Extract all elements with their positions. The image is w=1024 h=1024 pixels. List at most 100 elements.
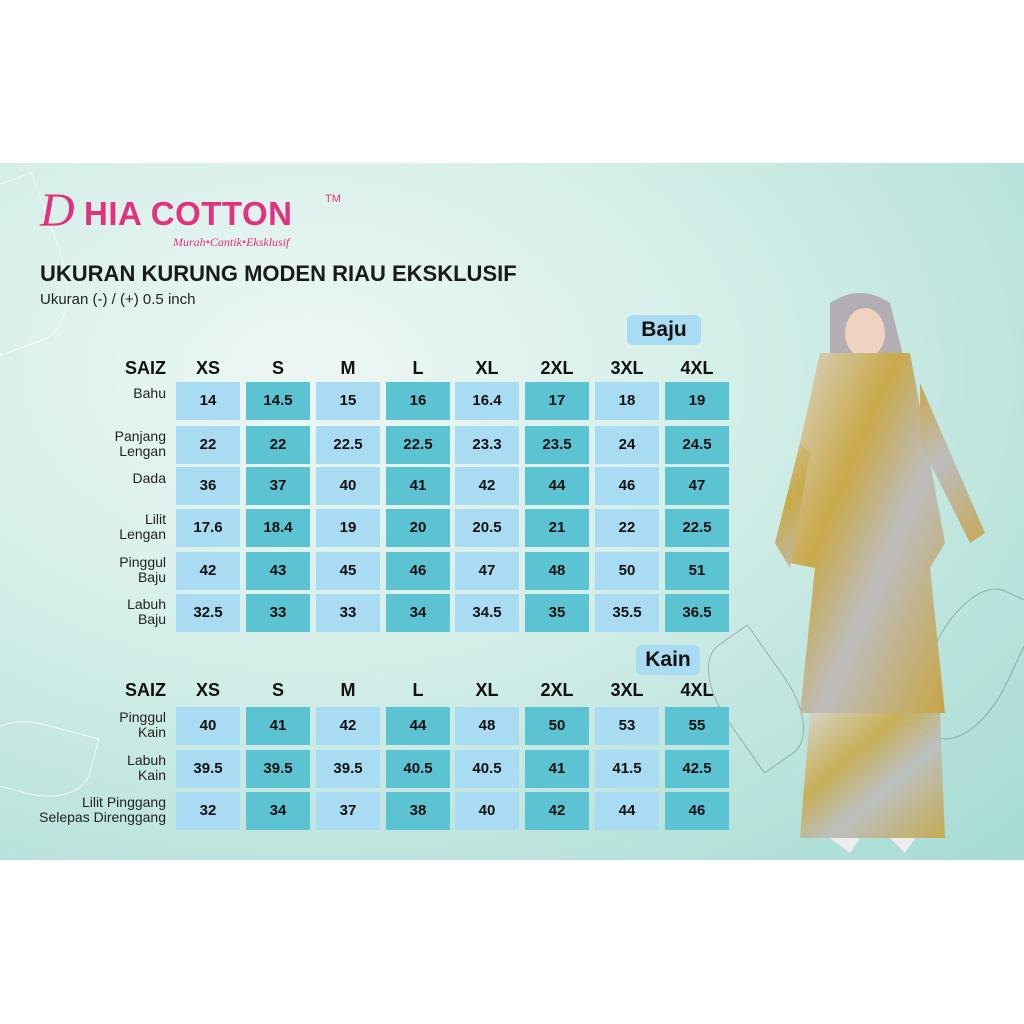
row-label-line: Kain <box>137 767 166 783</box>
row-label: Lilit Lengan <box>119 512 166 542</box>
table-cell: 47 <box>665 467 729 505</box>
table-cell: 14 <box>176 382 240 420</box>
table-cell: 39.5 <box>176 750 240 788</box>
table-cell: 17.6 <box>176 509 240 547</box>
table-cell: 20.5 <box>455 509 519 547</box>
size-header-xl: XL <box>475 680 499 700</box>
row-label: Pinggul Kain <box>119 710 166 740</box>
row-label-line: Baju <box>137 569 166 585</box>
table-cell: 50 <box>525 707 589 745</box>
table-cell: 45 <box>316 552 380 590</box>
row-label: Pinggul Baju <box>119 555 166 585</box>
table-cell: 22 <box>246 426 310 464</box>
table-cell: 42.5 <box>665 750 729 788</box>
table-cell: 18.4 <box>246 509 310 547</box>
table-cell: 40.5 <box>386 750 450 788</box>
page-subtitle: Ukuran (-) / (+) 0.5 inch <box>40 291 196 308</box>
table-cell: 14.5 <box>246 382 310 420</box>
size-chart-banner: D HIA COTTON TM Murah•Cantik•Eksklusif U… <box>0 163 1024 860</box>
table-cell: 35.5 <box>595 594 659 632</box>
table-cell: 40 <box>176 707 240 745</box>
shoes <box>830 838 915 853</box>
sleeves <box>775 383 985 568</box>
row-label: Lilit Pinggang Selepas Direnggang <box>39 795 166 825</box>
table-cell: 37 <box>316 792 380 830</box>
size-header-m: M <box>340 358 356 378</box>
table-cell: 22.5 <box>386 426 450 464</box>
table-cell: 19 <box>665 382 729 420</box>
size-header-l: L <box>412 358 424 378</box>
row-label: Labuh Kain <box>127 753 166 783</box>
table-cell: 42 <box>176 552 240 590</box>
size-header-xs: XS <box>195 680 220 700</box>
row-label-line: Baju <box>137 611 166 627</box>
table-cell: 42 <box>525 792 589 830</box>
kain-badge: Kain <box>636 645 700 675</box>
logo-name: HIA COTTON <box>84 195 293 232</box>
table-cell: 16.4 <box>455 382 519 420</box>
table-cell: 17 <box>525 382 589 420</box>
table-cell: 40.5 <box>455 750 519 788</box>
table-cell: 15 <box>316 382 380 420</box>
table-cell: 16 <box>386 382 450 420</box>
table-cell: 55 <box>665 707 729 745</box>
table-cell: 41.5 <box>595 750 659 788</box>
row-label-line: Lengan <box>119 443 166 459</box>
table-cell: 36 <box>176 467 240 505</box>
table-cell: 35 <box>525 594 589 632</box>
size-header-label: SAIZ <box>124 680 166 700</box>
table-cell: 20 <box>386 509 450 547</box>
table-cell: 43 <box>246 552 310 590</box>
table-cell: 41 <box>386 467 450 505</box>
table-cell: 41 <box>525 750 589 788</box>
table-cell: 18 <box>595 382 659 420</box>
table-cell: 32 <box>176 792 240 830</box>
row-label-line: Bahu <box>133 385 166 401</box>
size-header-l: L <box>412 680 424 700</box>
table-cell: 36.5 <box>665 594 729 632</box>
row-label: Bahu <box>133 386 166 401</box>
table-cell: 22.5 <box>665 509 729 547</box>
table-cell: 46 <box>595 467 659 505</box>
table-cell: 34 <box>386 594 450 632</box>
size-header-3xl: 3XL <box>610 680 644 700</box>
size-header-m: M <box>340 680 356 700</box>
row-label-line: Lilit <box>144 511 166 527</box>
table-cell: 48 <box>525 552 589 590</box>
size-header-4xl: 4XL <box>680 358 714 378</box>
size-header-4xl: 4XL <box>680 680 714 700</box>
table-cell: 37 <box>246 467 310 505</box>
table-cell: 38 <box>386 792 450 830</box>
row-label-line: Panjang <box>114 428 166 444</box>
table-cell: 33 <box>316 594 380 632</box>
logo-trademark: TM <box>325 193 341 205</box>
page-title: UKURAN KURUNG MODEN RIAU EKSKLUSIF <box>40 261 517 286</box>
logo-initial: D <box>40 184 75 237</box>
table-cell: 41 <box>246 707 310 745</box>
row-label: Panjang Lengan <box>115 429 166 459</box>
size-header-2xl: 2XL <box>540 680 574 700</box>
table-cell: 19 <box>316 509 380 547</box>
table-cell: 46 <box>665 792 729 830</box>
table-cell: 32.5 <box>176 594 240 632</box>
baju-garment <box>790 353 945 713</box>
size-header-xl: XL <box>475 358 499 378</box>
table-cell: 40 <box>455 792 519 830</box>
table-cell: 44 <box>595 792 659 830</box>
table-cell: 42 <box>316 707 380 745</box>
model-photo <box>775 293 985 853</box>
table-cell: 22 <box>176 426 240 464</box>
size-header-s: S <box>271 358 284 378</box>
table-cell: 40 <box>316 467 380 505</box>
table-cell: 24.5 <box>665 426 729 464</box>
size-header-3xl: 3XL <box>610 358 644 378</box>
size-header-label: SAIZ <box>124 358 166 378</box>
row-label-line: Lilit Pinggang <box>81 794 166 810</box>
row-label-line: Kain <box>137 724 166 740</box>
table-cell: 39.5 <box>316 750 380 788</box>
size-header-xs: XS <box>195 358 220 378</box>
row-label-line: Labuh <box>127 752 166 768</box>
table-cell: 21 <box>525 509 589 547</box>
row-label: Labuh Baju <box>127 597 166 627</box>
table-cell: 23.5 <box>525 426 589 464</box>
